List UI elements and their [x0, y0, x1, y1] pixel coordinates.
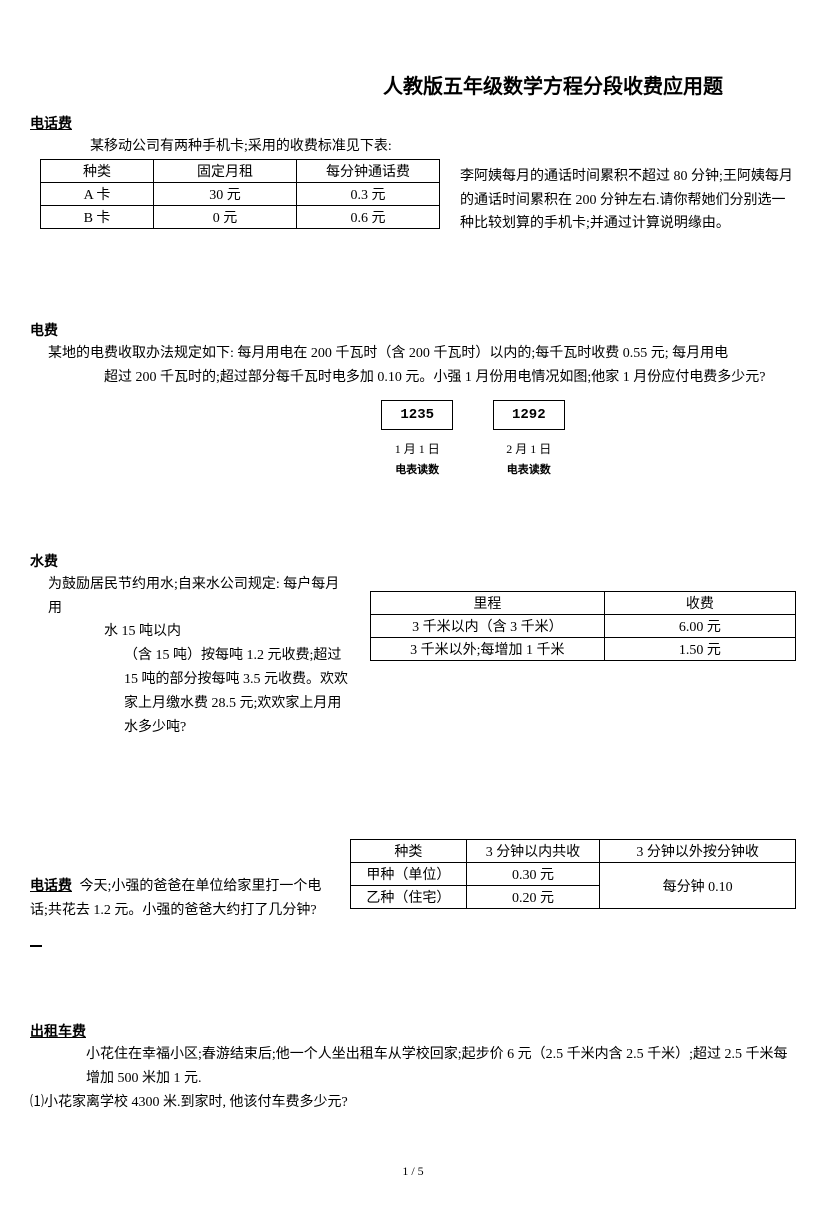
phone-td: 30 元 [154, 182, 297, 205]
meter-2: 1292 2 月 1 日 电表读数 [493, 400, 565, 477]
taxi-text1: 小花住在幸福小区;春游结束后;他一个人坐出租车从学校回家;起步价 6 元（2.5… [30, 1043, 796, 1091]
phone-section: 电话费 某移动公司有两种手机卡;采用的收费标准见下表: 种类 固定月租 每分钟通… [30, 113, 796, 236]
mileage-td: 3 千米以内（含 3 千米） [371, 614, 605, 637]
phone-right-text: 李阿姨每月的通话时间累积不超过 80 分钟;王阿姨每月的通话时间累积在 200 … [460, 165, 796, 236]
phone-td: 0.3 元 [297, 182, 440, 205]
phone2-label: 电话费 [30, 879, 72, 894]
phone2-td: 乙种（住宅） [351, 886, 467, 909]
page-footer: 1 / 5 [30, 1164, 796, 1179]
phone-table: 种类 固定月租 每分钟通话费 A 卡 30 元 0.3 元 B 卡 0 元 0.… [40, 159, 440, 229]
phone2-section: 电话费 今天;小强的爸爸在单位给家里打一个电话;共花去 1.2 元。小强的爸爸大… [30, 839, 796, 923]
phone2-left-text: 今天;小强的爸爸在单位给家里打一个电话;共花去 1.2 元。小强的爸爸大约打了几… [30, 879, 321, 918]
phone-td: 0 元 [154, 205, 297, 228]
meter-1: 1235 1 月 1 日 电表读数 [381, 400, 453, 477]
phone2-td: 每分钟 0.10 [600, 863, 796, 909]
water-label: 水费 [30, 551, 796, 571]
phone2-label-line: 电话费 今天;小强的爸爸在单位给家里打一个电话;共花去 1.2 元。小强的爸爸大… [30, 875, 330, 923]
phone-th-2: 每分钟通话费 [297, 159, 440, 182]
phone2-th-2: 3 分钟以外按分钟收 [600, 840, 796, 863]
meter-readings: 1235 1 月 1 日 电表读数 1292 2 月 1 日 电表读数 [30, 400, 796, 477]
taxi-text2: ⑴小花家离学校 4300 米.到家时, 他该付车费多少元? [30, 1091, 796, 1115]
electricity-section: 电费 某地的电费收取办法规定如下: 每月用电在 200 千瓦时（含 200 千瓦… [30, 320, 796, 477]
page-title: 人教版五年级数学方程分段收费应用题 [30, 70, 796, 99]
taxi-section: 出租车费 小花住在幸福小区;春游结束后;他一个人坐出租车从学校回家;起步价 6 … [30, 1021, 796, 1114]
elec-label: 电费 [30, 320, 796, 340]
elec-text1: 某地的电费收取办法规定如下: 每月用电在 200 千瓦时（含 200 千瓦时）以… [30, 342, 796, 366]
meter-2-caption: 电表读数 [493, 461, 565, 477]
phone2-td: 0.30 元 [466, 863, 600, 886]
mileage-td: 6.00 元 [604, 614, 795, 637]
mileage-table: 里程 收费 3 千米以内（含 3 千米） 6.00 元 3 千米以外;每增加 1… [370, 591, 796, 661]
taxi-label: 出租车费 [30, 1021, 796, 1041]
meter-1-value: 1235 [381, 400, 453, 430]
mileage-td: 3 千米以外;每增加 1 千米 [371, 637, 605, 660]
phone2-td: 甲种（单位） [351, 863, 467, 886]
mileage-th-1: 收费 [604, 591, 795, 614]
phone2-th-1: 3 分钟以内共收 [466, 840, 600, 863]
phone2-td: 0.20 元 [466, 886, 600, 909]
phone-th-0: 种类 [41, 159, 154, 182]
phone-td: A 卡 [41, 182, 154, 205]
phone2-th-0: 种类 [351, 840, 467, 863]
meter-2-date: 2 月 1 日 [493, 440, 565, 457]
phone-th-1: 固定月租 [154, 159, 297, 182]
phone-td: 0.6 元 [297, 205, 440, 228]
phone2-table: 种类 3 分钟以内共收 3 分钟以外按分钟收 甲种（单位） 0.30 元 每分钟… [350, 839, 796, 909]
mileage-th-0: 里程 [371, 591, 605, 614]
meter-1-date: 1 月 1 日 [381, 440, 453, 457]
phone-label: 电话费 [30, 113, 796, 133]
mileage-td: 1.50 元 [604, 637, 795, 660]
phone-td: B 卡 [41, 205, 154, 228]
water-text1: 为鼓励居民节约用水;自来水公司规定: 每户每月用 [30, 573, 350, 621]
water-section: 水费 为鼓励居民节约用水;自来水公司规定: 每户每月用 水 15 吨以内 （含 … [30, 551, 796, 740]
meter-2-value: 1292 [493, 400, 565, 430]
water-text3: （含 15 吨）按每吨 1.2 元收费;超过 15 吨的部分按每吨 3.5 元收… [30, 644, 350, 739]
water-text2: 水 15 吨以内 [30, 620, 350, 644]
meter-1-caption: 电表读数 [381, 461, 453, 477]
underscore-mark [30, 931, 42, 947]
phone-intro: 某移动公司有两种手机卡;采用的收费标准见下表: [30, 135, 796, 159]
elec-text2: 超过 200 千瓦时的;超过部分每千瓦时电多加 0.10 元。小强 1 月份用电… [30, 366, 796, 390]
